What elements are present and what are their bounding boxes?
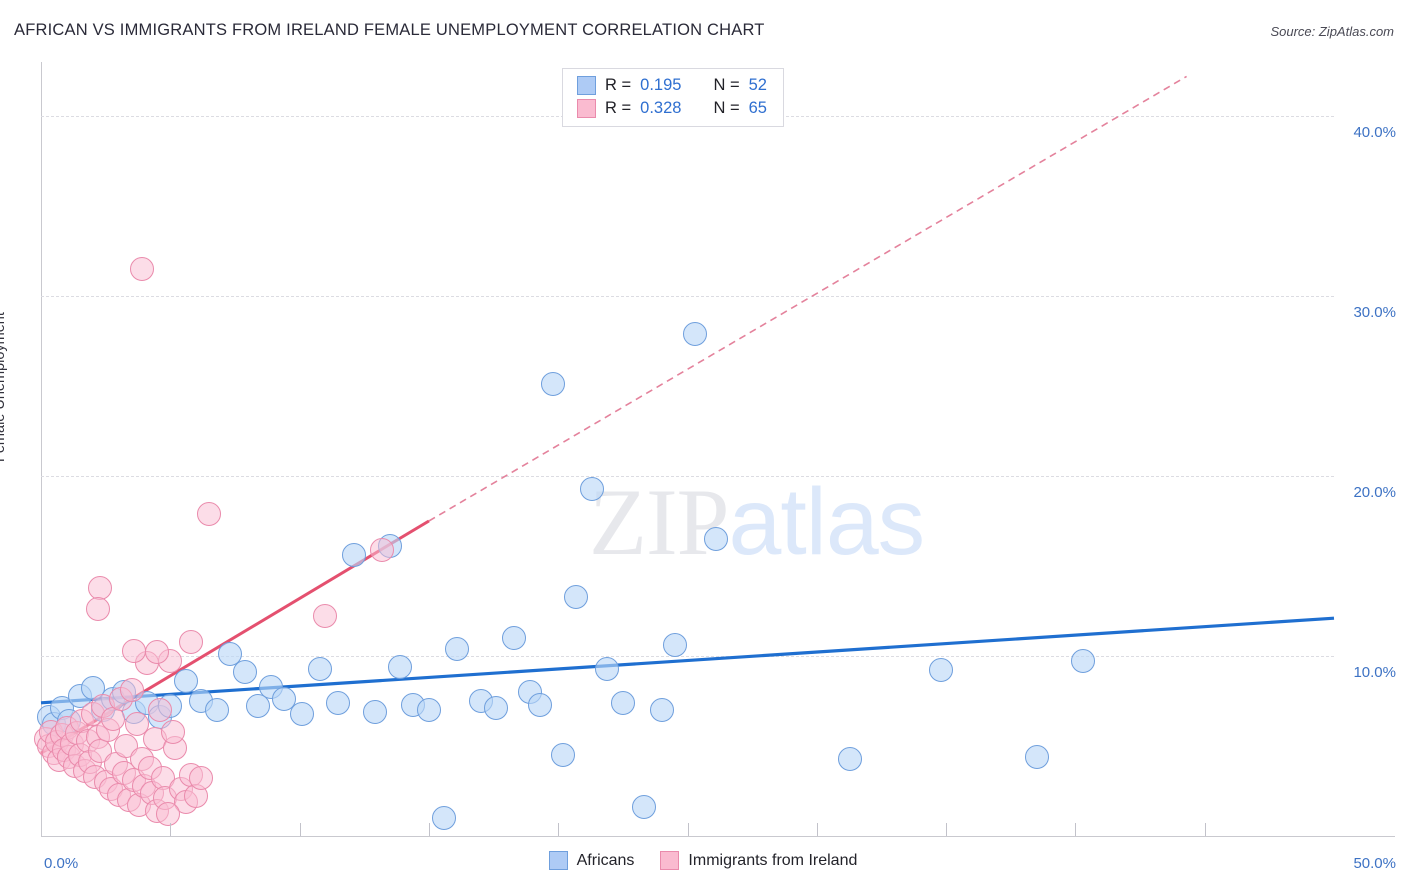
data-point[interactable] — [217, 642, 242, 667]
data-point[interactable] — [928, 658, 953, 683]
data-point[interactable] — [313, 604, 338, 629]
watermark-atlas: atlas — [728, 469, 926, 575]
x-axis-tick — [428, 823, 430, 836]
legend-swatch-africans-icon — [548, 851, 568, 870]
data-point[interactable] — [326, 690, 351, 715]
source-attribution: Source: ZipAtlas.com — [1270, 24, 1394, 39]
x-axis-tick — [1204, 823, 1206, 836]
data-point[interactable] — [416, 698, 441, 722]
data-point[interactable] — [88, 575, 113, 600]
data-point[interactable] — [189, 766, 214, 791]
data-point[interactable] — [484, 696, 509, 721]
data-point[interactable] — [662, 633, 687, 658]
y-axis-tick-label: 10.0% — [1353, 664, 1396, 681]
data-point[interactable] — [362, 699, 387, 724]
plot-area: ZIPatlas — [34, 62, 1335, 836]
data-point[interactable] — [122, 638, 147, 663]
stats-r-label-ireland: R = — [605, 99, 632, 117]
trend-lines — [40, 75, 1335, 755]
stats-n-label-ireland: N = — [713, 99, 740, 117]
data-point[interactable] — [610, 690, 635, 715]
data-point[interactable] — [528, 692, 553, 717]
data-point[interactable] — [1024, 744, 1049, 769]
data-point[interactable] — [649, 698, 674, 722]
legend-item-africans[interactable]: Africans — [548, 851, 635, 870]
y-axis-tick-label: 20.0% — [1353, 484, 1396, 501]
stats-row-africans: R = 0.195 N = 52 — [577, 76, 767, 95]
data-point[interactable] — [173, 669, 198, 694]
correlation-stats-box: R = 0.195 N = 52 R = 0.328 N = 65 — [562, 68, 784, 127]
x-axis-tick — [1075, 823, 1077, 836]
y-axis-tick-label: 30.0% — [1353, 304, 1396, 321]
legend-swatch-ireland-icon — [660, 851, 680, 870]
data-point[interactable] — [341, 543, 366, 568]
y-axis-line — [41, 62, 42, 836]
stats-r-value-ireland: 0.328 — [640, 99, 682, 117]
y-axis-title: Female Unemployment — [0, 312, 8, 462]
swatch-ireland-icon — [577, 99, 596, 118]
data-point[interactable] — [703, 527, 728, 551]
x-axis-tick — [687, 823, 689, 836]
data-point[interactable] — [388, 654, 413, 679]
x-axis-line — [41, 836, 1395, 837]
data-point[interactable] — [246, 694, 271, 719]
y-axis-tick-label: 40.0% — [1353, 124, 1396, 141]
data-point[interactable] — [290, 701, 315, 726]
data-point[interactable] — [432, 806, 457, 830]
legend-label-africans: Africans — [576, 851, 635, 869]
data-point[interactable] — [119, 678, 144, 703]
data-point[interactable] — [595, 656, 620, 681]
watermark-zip: ZIP — [589, 469, 729, 575]
page-title: AFRICAN VS IMMIGRANTS FROM IRELAND FEMAL… — [14, 21, 765, 39]
data-point[interactable] — [178, 629, 203, 654]
data-point[interactable] — [564, 584, 589, 609]
x-axis-tick — [946, 823, 948, 836]
data-point[interactable] — [683, 321, 708, 346]
data-point[interactable] — [147, 698, 172, 722]
gridline — [41, 476, 1334, 477]
x-axis-tick — [170, 823, 172, 836]
legend-label-ireland: Immigrants from Ireland — [688, 851, 858, 869]
data-point[interactable] — [155, 802, 180, 827]
data-point[interactable] — [233, 660, 258, 685]
x-axis-min-label: 0.0% — [44, 855, 79, 872]
series-legend: Africans Immigrants from Ireland — [0, 851, 1406, 870]
x-axis-max-label: 50.0% — [1353, 855, 1396, 872]
stats-n-value-africans: 52 — [748, 76, 767, 94]
x-axis-tick — [299, 823, 301, 836]
data-point[interactable] — [204, 698, 229, 722]
data-point[interactable] — [85, 597, 110, 622]
data-point[interactable] — [579, 476, 604, 501]
gridline — [41, 296, 1334, 297]
stats-r-value-africans: 0.195 — [640, 76, 682, 94]
x-axis-tick — [816, 823, 818, 836]
data-point[interactable] — [129, 257, 154, 281]
data-point[interactable] — [1071, 649, 1096, 674]
x-axis-tick — [558, 823, 560, 836]
data-point[interactable] — [541, 372, 566, 397]
data-point[interactable] — [551, 743, 576, 767]
data-point[interactable] — [838, 746, 863, 771]
data-point[interactable] — [631, 795, 656, 820]
data-point[interactable] — [197, 501, 222, 526]
watermark: ZIPatlas — [589, 467, 926, 577]
stats-r-label-africans: R = — [605, 76, 632, 94]
trendline-ireland-dashed — [428, 75, 1188, 522]
data-point[interactable] — [145, 640, 170, 665]
data-point[interactable] — [160, 719, 185, 744]
data-point[interactable] — [445, 636, 470, 661]
stats-n-label-africans: N = — [713, 76, 740, 94]
stats-n-value-ireland: 65 — [748, 99, 767, 117]
data-point[interactable] — [308, 656, 333, 681]
stats-row-ireland: R = 0.328 N = 65 — [577, 99, 767, 118]
data-point[interactable] — [370, 537, 395, 562]
data-point[interactable] — [502, 626, 527, 650]
legend-item-ireland[interactable]: Immigrants from Ireland — [660, 851, 857, 870]
swatch-africans-icon — [577, 76, 596, 95]
